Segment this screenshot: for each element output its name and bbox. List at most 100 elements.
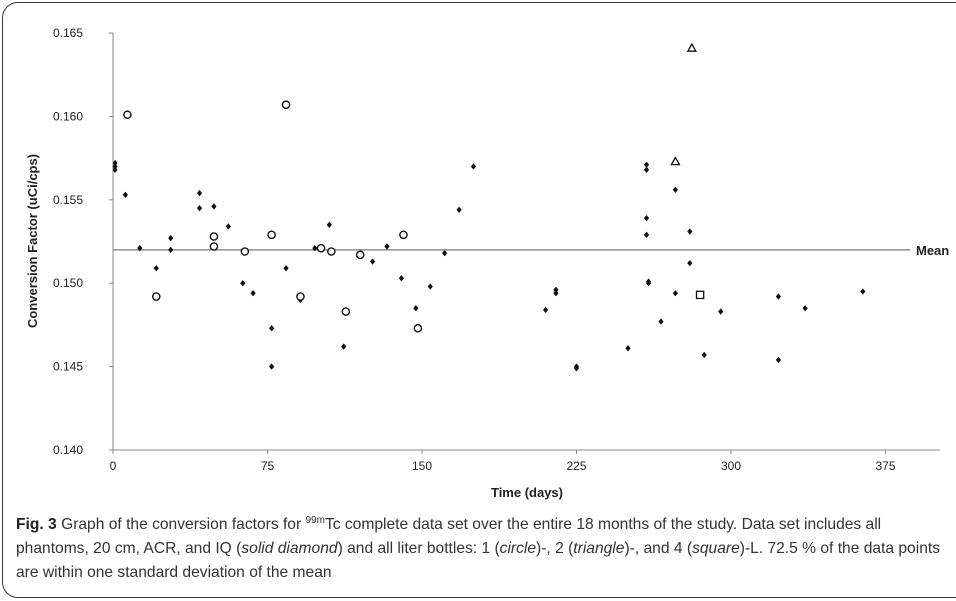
y-tick-label: 0.155 xyxy=(53,193,83,207)
isotope-symbol: Tc xyxy=(324,516,341,533)
data-point-triangle xyxy=(670,156,681,166)
data-point-diamond xyxy=(553,286,559,294)
data-point-diamond xyxy=(553,290,559,297)
data-point-diamond xyxy=(250,290,256,297)
data-point-diamond xyxy=(413,305,419,312)
data-point-diamond xyxy=(269,363,275,370)
y-tick-label: 0.145 xyxy=(53,360,83,374)
data-point-diamond xyxy=(643,214,650,222)
data-points xyxy=(112,42,866,372)
data-point-diamond xyxy=(625,345,631,352)
caption-text-6: )-L. 72.5 % of the data points are withi… xyxy=(16,540,940,581)
data-point-diamond xyxy=(112,166,118,173)
data-point-diamond xyxy=(643,166,650,173)
data-point-diamond xyxy=(112,163,118,170)
data-point-diamond xyxy=(369,258,376,265)
scatter-chart: 0.140 0.145 0.150 0.155 0.160 0.165 0 75 150 225… xyxy=(25,26,949,500)
data-point-diamond xyxy=(672,186,678,193)
data-point-diamond xyxy=(775,356,781,364)
data-point-diamond xyxy=(269,325,275,332)
caption-text-3: ) and all liter bottles: 1 ( xyxy=(337,540,500,557)
data-point-diamond xyxy=(168,246,174,254)
data-point-diamond xyxy=(112,159,118,167)
figure-caption: Fig. 3 Graph of the conversion factors f… xyxy=(16,513,946,585)
caption-text-2: complete data set over the entire 18 mon… xyxy=(16,516,882,557)
data-point-diamond xyxy=(687,228,693,235)
caption-text-5: )-, and 4 ( xyxy=(624,540,693,557)
data-point-diamond xyxy=(643,161,650,168)
data-point-circle xyxy=(399,230,408,240)
x-tick-label: 75 xyxy=(261,459,275,473)
data-point-diamond xyxy=(775,293,781,300)
y-tick-label: 0.140 xyxy=(53,443,83,457)
data-point-diamond xyxy=(153,264,159,272)
x-axis-ticks: 0 75 150 225 300 375 xyxy=(110,450,896,473)
data-point-diamond xyxy=(456,206,462,214)
data-point-diamond xyxy=(802,305,808,312)
data-point-diamond xyxy=(643,231,650,239)
data-point-diamond xyxy=(687,259,693,267)
data-point-circle xyxy=(209,232,219,241)
data-point-circle xyxy=(151,292,161,301)
data-point-circle xyxy=(209,242,219,251)
data-point-diamond xyxy=(543,306,549,314)
x-axis-title: Time (days) xyxy=(491,485,563,500)
data-point-diamond xyxy=(283,264,289,272)
data-point-square xyxy=(695,290,705,300)
caption-solid-diamond: solid diamond xyxy=(241,540,338,557)
data-point-diamond xyxy=(122,191,128,198)
data-point-circle xyxy=(341,307,351,316)
data-point-diamond xyxy=(341,343,347,350)
data-point-diamond xyxy=(326,221,332,229)
x-tick-label: 225 xyxy=(566,459,586,473)
data-point-diamond xyxy=(398,274,404,282)
caption-triangle: triangle xyxy=(573,540,625,557)
caption-text-4: )-, 2 ( xyxy=(536,540,574,557)
data-point-diamond xyxy=(211,203,217,210)
x-tick-label: 375 xyxy=(875,459,895,473)
data-point-circle xyxy=(327,247,336,256)
isotope-superscript: 99m xyxy=(305,514,325,526)
y-tick-label: 0.150 xyxy=(53,276,83,290)
data-point-circle xyxy=(413,323,423,333)
caption-circle: circle xyxy=(499,540,537,557)
data-point-diamond xyxy=(427,283,433,290)
x-tick-label: 0 xyxy=(110,459,117,473)
mean-label: Mean xyxy=(916,243,949,258)
data-point-diamond xyxy=(225,223,231,230)
y-tick-label: 0.165 xyxy=(53,26,83,40)
data-point-diamond xyxy=(718,308,724,315)
data-point-diamond xyxy=(672,290,678,297)
data-point-circle xyxy=(355,250,365,260)
data-point-diamond xyxy=(442,249,448,257)
y-axis-title: Conversion Factor (uCi/cps) xyxy=(25,154,40,328)
data-point-diamond xyxy=(470,163,477,170)
data-point-circle xyxy=(281,100,291,110)
data-point-circle xyxy=(123,110,132,120)
data-point-circle xyxy=(240,247,250,256)
data-point-diamond xyxy=(701,351,707,359)
y-tick-label: 0.160 xyxy=(53,109,83,123)
x-tick-label: 150 xyxy=(412,459,432,473)
data-point-diamond xyxy=(658,318,664,325)
data-point-circle xyxy=(316,243,326,253)
data-point-diamond xyxy=(573,365,580,372)
data-point-diamond xyxy=(137,244,143,252)
figure-label: Fig. 3 xyxy=(16,516,57,533)
data-point-diamond xyxy=(240,280,246,287)
caption-square: square xyxy=(692,540,740,557)
data-point-diamond xyxy=(312,244,318,252)
data-point-diamond xyxy=(860,288,866,295)
data-point-circle xyxy=(267,230,276,240)
data-point-diamond xyxy=(646,278,652,285)
x-tick-label: 300 xyxy=(721,459,741,473)
data-point-diamond xyxy=(168,234,174,242)
data-point-triangle xyxy=(686,42,697,52)
caption-text-1: Graph of the conversion factors for xyxy=(56,516,306,533)
data-point-circle xyxy=(296,292,305,301)
data-point-diamond xyxy=(196,204,203,212)
data-point-diamond xyxy=(384,243,390,250)
y-axis-ticks: 0.140 0.145 0.150 0.155 0.160 0.165 xyxy=(53,26,113,457)
data-point-diamond xyxy=(196,189,203,197)
